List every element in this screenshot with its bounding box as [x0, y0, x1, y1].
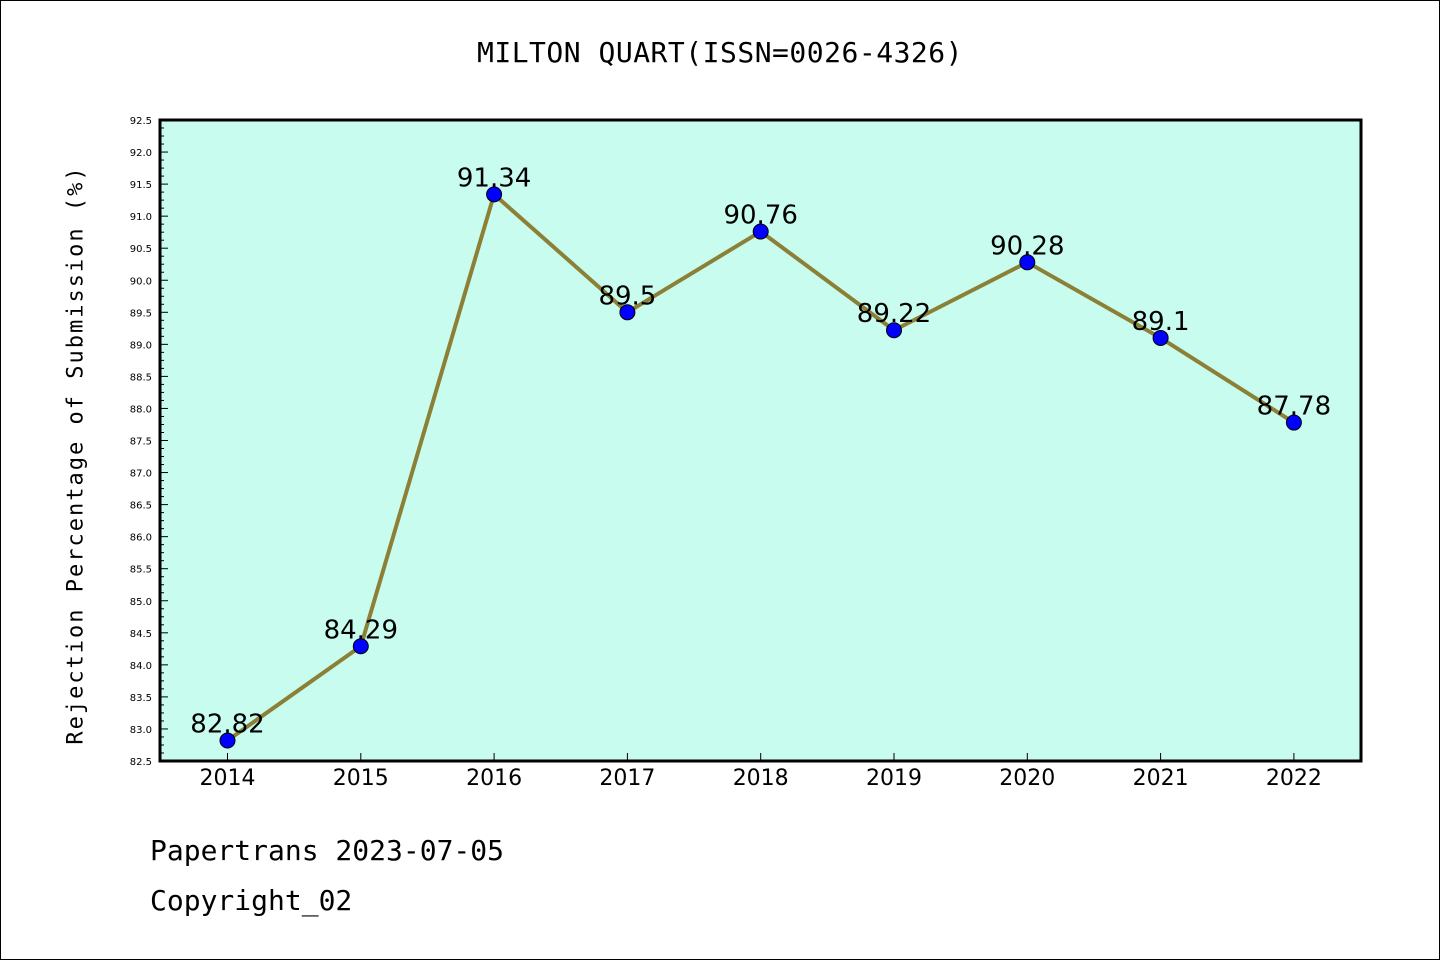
data-point-marker: [219, 732, 236, 749]
data-point-marker: [619, 304, 636, 321]
data-point-marker: [1019, 254, 1036, 271]
chart-title: MILTON QUART(ISSN=0026-4326): [476, 36, 963, 69]
x-tick-label: 2021: [1133, 766, 1189, 791]
y-tick-label: 83.0: [130, 725, 152, 736]
data-label: 89.5: [598, 281, 656, 311]
y-tick-label: 84.0: [130, 661, 152, 672]
data-label: 90.76: [723, 201, 797, 231]
y-tick-label: 85.0: [130, 597, 152, 608]
data-label: 90.28: [990, 231, 1064, 261]
data-label: 84.29: [324, 615, 398, 645]
data-point-marker: [486, 186, 503, 203]
data-label: 89.22: [857, 299, 931, 329]
y-tick-label: 87.5: [130, 437, 152, 448]
y-tick-label: 83.5: [130, 693, 152, 704]
data-point-marker: [1152, 329, 1169, 346]
data-point-marker: [352, 638, 369, 655]
y-tick-label: 92.0: [130, 148, 152, 159]
data-label: 82.82: [190, 709, 264, 739]
y-tick-label: 91.0: [130, 212, 152, 223]
x-tick-label: 2022: [1266, 766, 1322, 791]
y-tick-label: 89.5: [130, 308, 152, 319]
y-tick-label: 92.5: [130, 116, 152, 127]
y-tick-label: 86.5: [130, 501, 152, 512]
footer-copyright: Copyright_02: [150, 884, 353, 917]
y-tick-label: 91.5: [130, 180, 152, 191]
x-tick-label: 2016: [466, 766, 522, 791]
x-tick-label: 2018: [733, 766, 789, 791]
data-point-marker: [752, 223, 769, 240]
data-label: 87.78: [1257, 392, 1331, 422]
y-tick-label: 82.5: [130, 757, 152, 768]
y-tick-label: 88.0: [130, 404, 152, 415]
y-tick-label: 90.5: [130, 244, 152, 255]
x-tick-label: 2019: [866, 766, 922, 791]
y-tick-label: 89.0: [130, 340, 152, 351]
data-point-marker: [1285, 414, 1302, 431]
x-tick-label: 2014: [200, 766, 256, 791]
y-tick-label: 86.0: [130, 533, 152, 544]
data-label: 89.1: [1132, 307, 1190, 337]
x-tick-label: 2017: [599, 766, 655, 791]
data-label: 91.34: [457, 163, 531, 193]
y-tick-label: 85.5: [130, 565, 152, 576]
y-tick-label: 87.0: [130, 469, 152, 480]
y-tick-label: 84.5: [130, 629, 152, 640]
y-tick-label: 90.0: [130, 276, 152, 287]
data-point-marker: [886, 322, 902, 339]
x-tick-label: 2020: [999, 766, 1055, 791]
footer-date: Papertrans 2023-07-05: [150, 834, 505, 867]
y-tick-label: 88.5: [130, 372, 152, 383]
x-tick-label: 2015: [333, 766, 389, 791]
